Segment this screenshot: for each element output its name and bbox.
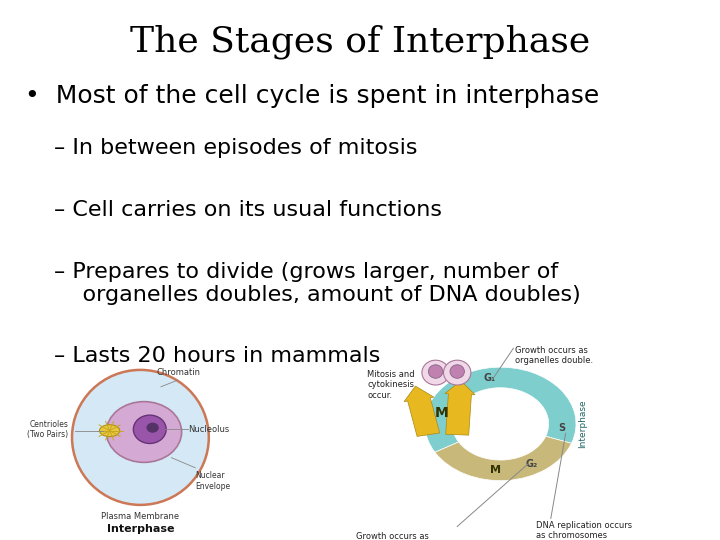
- Text: Centrioles
(Two Pairs): Centrioles (Two Pairs): [27, 420, 68, 439]
- Ellipse shape: [133, 415, 166, 443]
- Text: – In between episodes of mitosis: – In between episodes of mitosis: [54, 138, 418, 158]
- Text: G₁: G₁: [484, 373, 496, 383]
- Text: – Cell carries on its usual functions: – Cell carries on its usual functions: [54, 200, 442, 220]
- Text: Mitosis and
cytokinesis
occur.: Mitosis and cytokinesis occur.: [367, 370, 415, 400]
- Text: G₂: G₂: [525, 459, 538, 469]
- Wedge shape: [425, 367, 576, 453]
- Ellipse shape: [99, 424, 120, 436]
- Ellipse shape: [428, 365, 443, 378]
- FancyArrow shape: [445, 381, 475, 435]
- Ellipse shape: [422, 360, 449, 385]
- Text: M: M: [434, 406, 449, 420]
- Text: The Stages of Interphase: The Stages of Interphase: [130, 24, 590, 59]
- Text: Chromatin: Chromatin: [156, 368, 200, 377]
- Ellipse shape: [146, 423, 159, 433]
- Text: Interphase: Interphase: [578, 400, 588, 448]
- Ellipse shape: [450, 365, 464, 378]
- FancyArrow shape: [404, 386, 440, 436]
- Text: Interphase: Interphase: [107, 524, 174, 534]
- Text: – Lasts 20 hours in mammals: – Lasts 20 hours in mammals: [54, 346, 380, 366]
- Text: Plasma Membrane: Plasma Membrane: [102, 512, 179, 521]
- Text: – Prepares to divide (grows larger, number of
    organelles doubles, amount of : – Prepares to divide (grows larger, numb…: [54, 262, 581, 305]
- Wedge shape: [435, 436, 572, 481]
- Text: Growth occurs as
organelles double.: Growth occurs as organelles double.: [515, 346, 593, 365]
- Text: Nuclear
Envelope: Nuclear Envelope: [195, 471, 230, 490]
- Text: Nucleolus: Nucleolus: [189, 425, 230, 434]
- Text: Growth occurs as
cell prepares to divide.: Growth occurs as cell prepares to divide…: [356, 532, 453, 540]
- Ellipse shape: [444, 360, 471, 385]
- Ellipse shape: [72, 370, 209, 505]
- Text: M: M: [490, 465, 500, 475]
- Text: •  Most of the cell cycle is spent in interphase: • Most of the cell cycle is spent in int…: [25, 84, 600, 107]
- Text: S: S: [559, 423, 566, 433]
- Ellipse shape: [107, 402, 181, 462]
- Text: DNA replication occurs
as chromosomes
duplicate.: DNA replication occurs as chromosomes du…: [536, 521, 633, 540]
